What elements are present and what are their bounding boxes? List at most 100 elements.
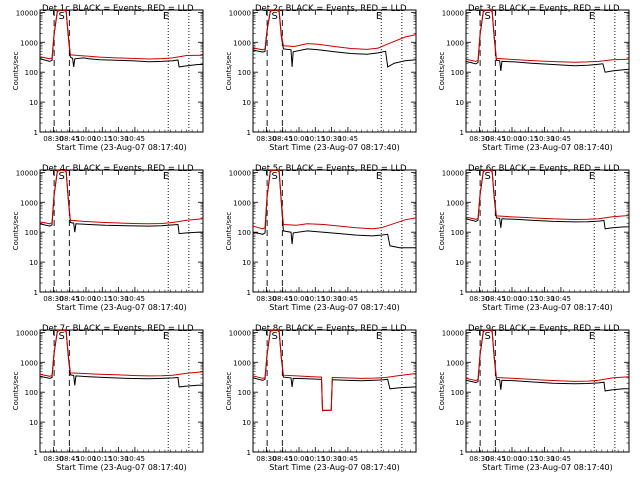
panel-5-data-area bbox=[253, 170, 416, 292]
panel-8-ytick-label: 100 bbox=[238, 389, 251, 397]
panel-2-ytick-label: 100 bbox=[238, 69, 251, 77]
panel-6-ytick-label: 1000 bbox=[446, 199, 464, 207]
panel-5-xtick-label: 08:30 bbox=[256, 295, 276, 303]
panel-1-xtick-label: 10:00 bbox=[76, 135, 96, 143]
panel-7-ytick-label: 1 bbox=[34, 449, 38, 457]
panel-8-frame bbox=[252, 329, 417, 453]
panel-2-series-lld bbox=[253, 10, 416, 51]
panel-9-annotation-s: S bbox=[485, 331, 491, 342]
panel-4-ylabel: Counts/sec bbox=[12, 212, 20, 251]
panel-9: Det 9c BLACK = Events, RED = LLD 1 10 100 10… bbox=[438, 324, 630, 472]
panel-9-xlabel: Start Time (23-Aug-07 08:17:40) bbox=[482, 463, 613, 472]
panel-5-ytick-label: 100 bbox=[238, 229, 251, 237]
panel-1-ytick-label: 10000 bbox=[16, 9, 38, 17]
panel-7-ytick-label: 1000 bbox=[20, 359, 38, 367]
panel-6-xtick-label: 08:30 bbox=[469, 295, 489, 303]
panel-3-ytick-label: 100 bbox=[451, 69, 464, 77]
panel-4-ytick-label: 10000 bbox=[16, 169, 38, 177]
panel-7-data-area bbox=[40, 330, 203, 452]
panel-3-xtick-label: 08:30 bbox=[469, 135, 489, 143]
panel-9-ytick-label: 1 bbox=[460, 449, 464, 457]
panel-9-xtick-label: 10:00 bbox=[502, 455, 522, 463]
panel-4-xtick-label: 10:15 bbox=[92, 295, 112, 303]
panel-2-xtick-label: 10:45 bbox=[338, 135, 358, 143]
panel-8-title: Det 8c BLACK = Events, RED = LLD bbox=[255, 324, 407, 334]
panel-8-ytick-label: 10 bbox=[242, 419, 251, 427]
panel-2-title: Det 2c BLACK = Events, RED = LLD bbox=[255, 4, 407, 14]
panel-3-series-lld bbox=[466, 10, 629, 63]
panel-9-ylabel: Counts/sec bbox=[438, 372, 446, 411]
panel-7-xtick-label: 08:45 bbox=[60, 455, 80, 463]
panel-1-ytick-label: 10 bbox=[29, 99, 38, 107]
panel-5-xlabel: Start Time (23-Aug-07 08:17:40) bbox=[269, 303, 400, 312]
panel-2-xtick-label: 08:30 bbox=[256, 135, 276, 143]
panel-7-series-lld bbox=[40, 330, 203, 377]
panel-6-ytick-label: 10 bbox=[455, 259, 464, 267]
panel-3-ytick-label: 10000 bbox=[442, 9, 464, 17]
panel-2-annotation-s: S bbox=[272, 11, 278, 22]
panel-1-ylabel: Counts/sec bbox=[12, 52, 20, 91]
panel-7-annotation-e: E bbox=[163, 331, 169, 342]
panel-7-ytick-label: 10000 bbox=[16, 329, 38, 337]
panel-2-ytick-label: 10000 bbox=[229, 9, 251, 17]
panel-4-annotation-s: S bbox=[59, 171, 65, 182]
panel-6-title: Det 6c BLACK = Events, RED = LLD bbox=[468, 164, 620, 174]
panel-6-xlabel: Start Time (23-Aug-07 08:17:40) bbox=[482, 303, 613, 312]
panel-3-xtick-label: 10:15 bbox=[518, 135, 538, 143]
panel-8-xtick-label: 08:30 bbox=[256, 455, 276, 463]
panel-8-ytick-label: 1 bbox=[247, 449, 251, 457]
panel-2-ytick-label: 10 bbox=[242, 99, 251, 107]
panel-4-ytick-label: 10 bbox=[29, 259, 38, 267]
panel-8-xlabel: Start Time (23-Aug-07 08:17:40) bbox=[269, 463, 400, 472]
panel-7-ytick-label: 100 bbox=[25, 389, 38, 397]
panel-5-xtick-label: 10:30 bbox=[322, 295, 342, 303]
panel-2-data-area bbox=[253, 10, 416, 132]
panel-6-xtick-label: 10:00 bbox=[502, 295, 522, 303]
panel-3-xtick-label: 10:45 bbox=[551, 135, 571, 143]
panel-6-xtick-label: 10:45 bbox=[551, 295, 571, 303]
panel-9-xtick-label: 10:45 bbox=[551, 455, 571, 463]
panel-9-xtick-label: 10:15 bbox=[518, 455, 538, 463]
panel-5-xtick-label: 08:45 bbox=[273, 295, 293, 303]
panel-1-annotation-s: S bbox=[59, 11, 65, 22]
panel-2-annotation-e: E bbox=[376, 11, 382, 22]
panel-7-frame bbox=[39, 329, 204, 453]
panel-7-ylabel: Counts/sec bbox=[12, 372, 20, 411]
panel-6-annotation-e: E bbox=[589, 171, 595, 182]
panel-8-xtick-label: 08:45 bbox=[273, 455, 293, 463]
panel-9-series-lld bbox=[466, 330, 629, 382]
panel-4-data-area bbox=[40, 170, 203, 292]
panel-6-ytick-label: 1 bbox=[460, 289, 464, 297]
panel-4-xlabel: Start Time (23-Aug-07 08:17:40) bbox=[56, 303, 187, 312]
panel-6-series-lld bbox=[466, 170, 629, 221]
panel-1-xtick-label: 10:45 bbox=[125, 135, 145, 143]
panel-9-ytick-label: 100 bbox=[451, 389, 464, 397]
panel-9-title: Det 9c BLACK = Events, RED = LLD bbox=[468, 324, 620, 334]
panel-9-ytick-label: 1000 bbox=[446, 359, 464, 367]
panel-3-xtick-label: 10:00 bbox=[502, 135, 522, 143]
panel-1-xtick-label: 10:15 bbox=[92, 135, 112, 143]
panel-5-frame bbox=[252, 169, 417, 293]
panel-8-xtick-label: 10:15 bbox=[305, 455, 325, 463]
panel-9-data-area bbox=[466, 330, 629, 452]
panel-8-ytick-label: 1000 bbox=[233, 359, 251, 367]
panel-4-xtick-label: 10:30 bbox=[109, 295, 129, 303]
panel-3-xlabel: Start Time (23-Aug-07 08:17:40) bbox=[482, 143, 613, 152]
panel-8-series-events bbox=[253, 330, 416, 411]
panel-1-title: Det 1c BLACK = Events, RED = LLD bbox=[42, 4, 194, 14]
panel-3: Det 3c BLACK = Events, RED = LLD 1 10 100 10… bbox=[438, 4, 630, 152]
panel-2-frame bbox=[252, 9, 417, 133]
panel-8-annotation-e: E bbox=[376, 331, 382, 342]
panel-6-annotation-s: S bbox=[485, 171, 491, 182]
panel-8-xtick-label: 10:30 bbox=[322, 455, 342, 463]
panel-9-xtick-label: 10:30 bbox=[535, 455, 555, 463]
panel-3-ytick-label: 10 bbox=[455, 99, 464, 107]
panel-6-ytick-label: 100 bbox=[451, 229, 464, 237]
panel-6-ytick-label: 10000 bbox=[442, 169, 464, 177]
panel-7-xtick-label: 10:15 bbox=[92, 455, 112, 463]
panel-6: Det 6c BLACK = Events, RED = LLD 1 10 100 10… bbox=[438, 164, 630, 312]
panel-7-xlabel: Start Time (23-Aug-07 08:17:40) bbox=[56, 463, 187, 472]
panel-4-xtick-label: 10:45 bbox=[125, 295, 145, 303]
panel-5-xtick-label: 10:00 bbox=[289, 295, 309, 303]
